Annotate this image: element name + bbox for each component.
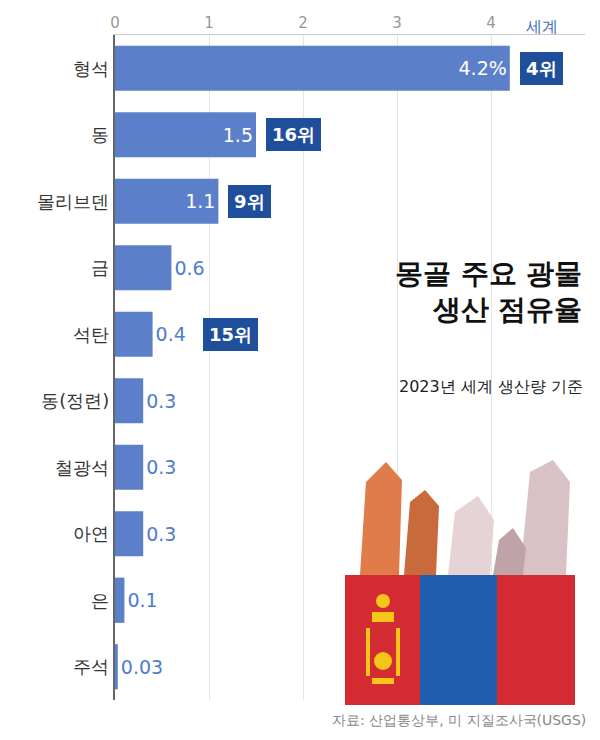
svg-text:1.1: 1.1 <box>185 190 215 212</box>
svg-text:주석: 주석 <box>73 656 109 677</box>
svg-text:4.2%: 4.2% <box>459 57 507 79</box>
svg-text:15위: 15위 <box>209 324 252 345</box>
svg-text:0.3: 0.3 <box>146 456 176 478</box>
svg-text:아연: 아연 <box>73 523 109 544</box>
svg-text:0: 0 <box>110 14 120 32</box>
svg-text:1.5: 1.5 <box>223 124 253 146</box>
svg-text:9위: 9위 <box>234 191 265 212</box>
svg-text:2023년 세계 생산량 기준: 2023년 세계 생산량 기준 <box>399 377 583 396</box>
svg-text:형석: 형석 <box>73 58 109 79</box>
svg-text:0.4: 0.4 <box>156 323 186 345</box>
svg-text:0.3: 0.3 <box>146 523 176 545</box>
svg-text:몰리브덴: 몰리브덴 <box>37 191 109 212</box>
svg-text:0.03: 0.03 <box>121 656 163 678</box>
svg-text:16위: 16위 <box>272 124 315 145</box>
svg-text:동: 동 <box>91 124 109 145</box>
svg-text:석탄: 석탄 <box>73 324 109 345</box>
svg-text:2: 2 <box>298 14 308 32</box>
svg-text:1: 1 <box>204 14 214 32</box>
svg-text:자료: 산업통상부, 미 지질조사국(USGS): 자료: 산업통상부, 미 지질조사국(USGS) <box>332 712 586 728</box>
svg-text:0.3: 0.3 <box>146 390 176 412</box>
svg-text:금: 금 <box>91 257 109 278</box>
svg-text:4위: 4위 <box>526 58 557 79</box>
svg-text:3: 3 <box>392 14 402 32</box>
svg-text:몽골 주요 광물생산 점유율: 몽골 주요 광물생산 점유율 <box>395 257 583 326</box>
svg-text:은: 은 <box>91 590 109 611</box>
svg-text:0.6: 0.6 <box>174 257 204 279</box>
svg-text:세계: 세계 <box>526 17 558 36</box>
svg-text:동(정련): 동(정련) <box>41 390 109 411</box>
svg-text:0.1: 0.1 <box>127 589 157 611</box>
svg-text:4: 4 <box>486 14 496 32</box>
svg-text:철광석: 철광석 <box>55 457 109 478</box>
